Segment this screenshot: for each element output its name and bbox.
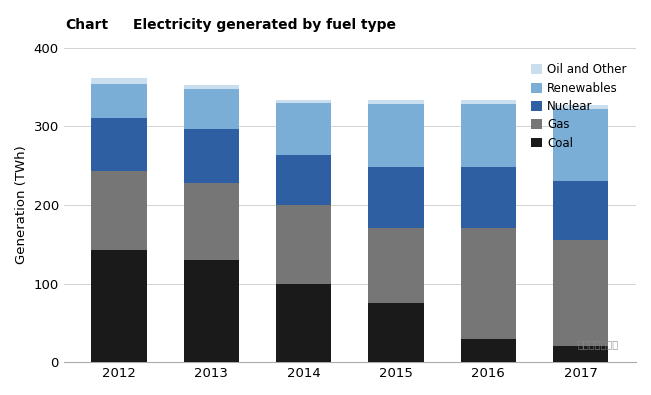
Bar (91, 84, 146, 118)
Bar (91, 171, 146, 250)
Y-axis label: Generation (TWh): Generation (TWh) (15, 145, 28, 264)
Text: 国际能源小数据: 国际能源小数据 (577, 340, 619, 350)
Bar (184, 85, 239, 88)
Bar (553, 181, 608, 240)
Bar (184, 260, 239, 362)
Bar (368, 167, 424, 228)
Bar (553, 240, 608, 346)
Bar (276, 103, 331, 154)
Bar (276, 154, 331, 205)
Bar (461, 100, 516, 104)
Bar (276, 284, 331, 362)
Legend: Oil and Other, Renewables, Nuclear, Gas, Coal: Oil and Other, Renewables, Nuclear, Gas,… (527, 60, 630, 153)
Bar (368, 104, 424, 167)
Text: Chart: Chart (65, 18, 108, 32)
Bar (461, 104, 516, 167)
Bar (184, 130, 239, 183)
Bar (91, 250, 146, 362)
Bar (553, 346, 608, 362)
Bar (91, 77, 146, 84)
Bar (276, 205, 331, 284)
Bar (91, 118, 146, 171)
Bar (368, 100, 424, 104)
Bar (368, 228, 424, 303)
Bar (461, 339, 516, 362)
Bar (276, 100, 331, 103)
Bar (461, 228, 516, 339)
Bar (553, 109, 608, 181)
Bar (184, 88, 239, 130)
Text: Electricity generated by fuel type: Electricity generated by fuel type (133, 18, 396, 32)
Bar (461, 167, 516, 228)
Bar (553, 105, 608, 109)
Bar (368, 303, 424, 362)
Bar (184, 183, 239, 260)
